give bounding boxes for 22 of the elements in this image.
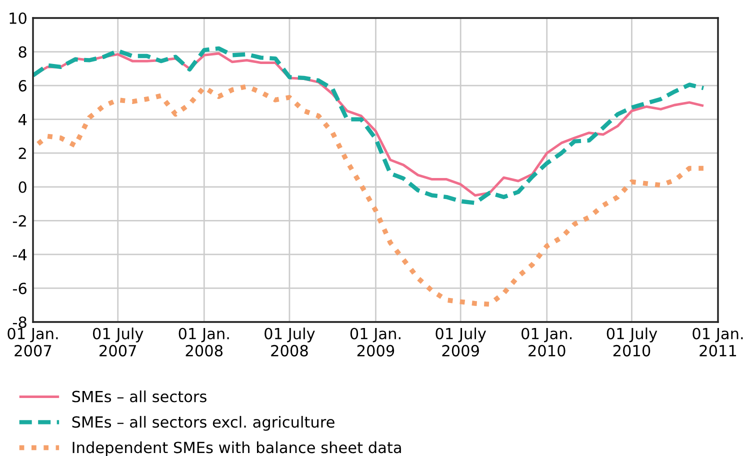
legend-label: SMEs – all sectors — [72, 390, 206, 402]
x-tick-label: 01 Jan. 2011 — [692, 328, 743, 356]
y-tick-label: -4 — [12, 249, 27, 260]
y-tick-label: -2 — [12, 215, 26, 226]
x-tick-label: 01 July 2010 — [606, 328, 658, 356]
y-tick-label: 0 — [18, 181, 26, 193]
x-tick-label: 01 Jan. 2008 — [178, 328, 229, 356]
x-tick-label: 01 July 2007 — [92, 328, 144, 356]
y-tick-label: -6 — [12, 282, 26, 294]
x-tick-label: 01 July 2009 — [436, 328, 486, 356]
legend-label: SMEs – all sectors excl. agriculture — [72, 416, 334, 431]
x-tick-label: 01 July 2008 — [264, 328, 315, 356]
y-tick-label: 10 — [10, 12, 26, 24]
y-tick-label: 2 — [18, 148, 26, 159]
y-tick-label: 8 — [18, 46, 26, 58]
x-tick-label: 01 Jan. 2009 — [350, 328, 400, 356]
y-tick-label: 4 — [18, 114, 27, 126]
y-tick-label: 6 — [18, 80, 26, 92]
x-tick-label: 01 Jan. 2007 — [8, 328, 58, 356]
legend-label: Independent SMEs with balance sheet data — [72, 441, 401, 456]
y-tick-label: -8 — [12, 316, 26, 328]
x-tick-label: 01 Jan. 2010 — [522, 328, 572, 356]
